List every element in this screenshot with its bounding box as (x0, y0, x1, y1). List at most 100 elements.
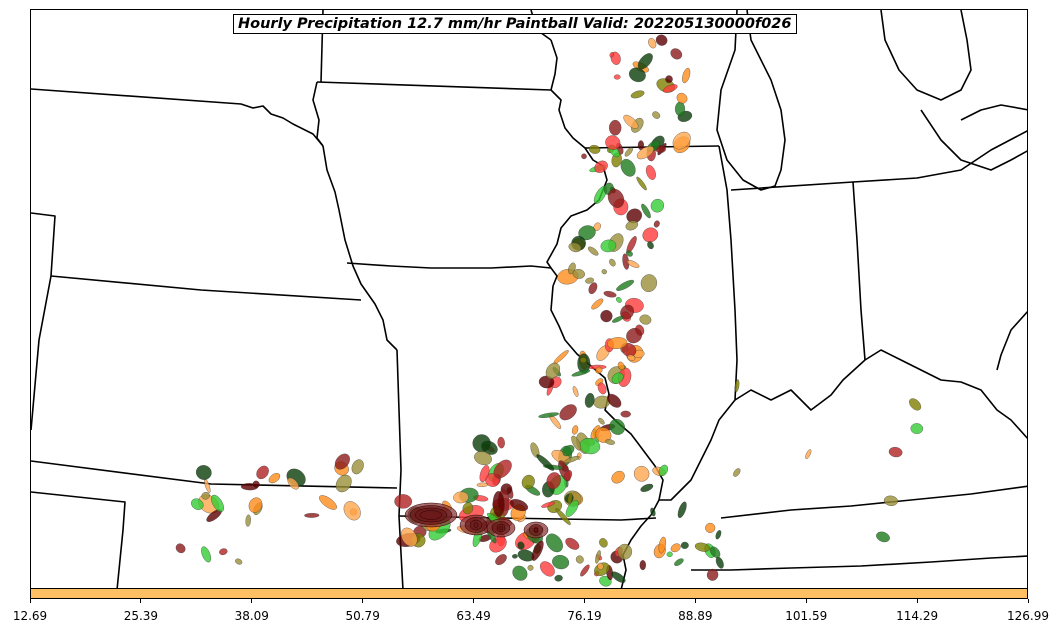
precip-paintball (394, 494, 413, 509)
precip-paintball (607, 188, 625, 208)
precip-paintball (605, 439, 615, 445)
precip-paintball (572, 425, 579, 435)
precip-paintball (453, 491, 469, 504)
map-panel (30, 9, 1028, 589)
precip-paintball (512, 565, 528, 581)
precip-paintball (910, 423, 924, 434)
precip-paintball (512, 554, 518, 559)
precip-core-paintball (473, 522, 479, 528)
precip-paintball (734, 379, 740, 393)
precip-paintball (647, 241, 654, 250)
precip-paintball (650, 198, 665, 213)
precip-paintball (334, 453, 350, 470)
precip-paintball (607, 337, 628, 350)
precip-core-paintball (498, 526, 504, 530)
precip-paintball (624, 147, 633, 157)
precip-paintball (652, 111, 661, 119)
precip-paintball (521, 474, 535, 490)
precip-paintball (607, 393, 622, 408)
precip-paintball (670, 543, 681, 553)
precip-paintball (201, 546, 212, 563)
precip-paintball (578, 225, 596, 241)
precip-paintball (555, 508, 571, 525)
colorbar-tick-label: 88.89 (678, 609, 713, 623)
precip-paintball (680, 541, 689, 549)
precip-paintball (585, 277, 594, 284)
precip-paintball (565, 500, 579, 517)
precip-paintball (715, 556, 724, 569)
precip-paintball (625, 220, 639, 231)
precip-paintball (597, 382, 607, 395)
precip-paintball (191, 498, 204, 510)
precip-paintball (676, 92, 688, 104)
precip-paintball (546, 472, 561, 490)
precip-paintball (559, 404, 577, 421)
precip-paintball (630, 90, 645, 99)
colorbar-tickmark (473, 599, 475, 603)
precip-paintball (175, 543, 186, 554)
colorbar-tickmark (694, 599, 696, 603)
precip-paintball (627, 354, 636, 361)
precip-paintball (603, 291, 617, 298)
precip-paintball (600, 310, 613, 323)
map-canvas (31, 10, 1027, 588)
precip-paintball (201, 492, 210, 500)
precip-paintball (580, 564, 590, 577)
colorbar (30, 588, 1028, 599)
precip-paintball (639, 314, 652, 325)
precip-paintball (616, 297, 622, 303)
precip-paintball (650, 507, 656, 517)
colorbar-tick-label: 101.59 (785, 609, 828, 623)
precip-paintball (545, 362, 561, 379)
precip-paintball (645, 165, 656, 180)
precip-paintball (633, 465, 650, 482)
precip-paintball (601, 269, 607, 275)
colorbar-tickmark (1027, 599, 1029, 603)
precip-paintball (545, 533, 563, 553)
precip-paintball (287, 477, 299, 490)
precip-paintball (617, 543, 633, 560)
precip-paintball (567, 492, 573, 505)
precip-paintball (575, 555, 584, 564)
precip-paintball (733, 468, 741, 477)
precip-paintball (888, 446, 903, 458)
precip-paintball (561, 464, 569, 472)
precip-paintball (658, 536, 667, 554)
precip-paintball (581, 153, 587, 160)
precip-paintball (805, 449, 812, 459)
precip-paintball (611, 571, 626, 583)
precip-paintball (351, 459, 364, 475)
precip-paintball (595, 427, 612, 443)
precip-paintball (666, 551, 673, 557)
precip-paintball (248, 497, 263, 513)
precip-paintball (493, 459, 512, 479)
precip-paintball (554, 574, 563, 582)
precip-paintball (211, 494, 224, 512)
precip-paintball (599, 538, 608, 548)
precip-paintball (595, 550, 601, 564)
colorbar-tickmark (805, 599, 807, 603)
precip-paintball (677, 501, 687, 519)
precip-paintball (642, 227, 659, 243)
precip-paintball (474, 451, 492, 466)
precip-paintball (672, 131, 691, 150)
colorbar-tickmark (583, 599, 585, 603)
precip-paintball (572, 386, 579, 397)
precipitation-paintballs (175, 22, 924, 587)
precip-paintball (235, 558, 243, 565)
precip-paintball (600, 239, 617, 253)
precip-core-paintball (419, 510, 443, 520)
precip-paintball (568, 242, 582, 253)
precip-paintball (335, 474, 352, 493)
precip-paintball (492, 491, 505, 518)
precip-paintball (343, 501, 361, 521)
precip-paintball (256, 465, 269, 480)
colorbar-tick-label: 76.19 (567, 609, 602, 623)
precip-paintball (584, 393, 595, 408)
precip-paintball (571, 369, 591, 377)
precip-paintball (883, 495, 898, 506)
precip-paintball (495, 554, 507, 566)
precip-paintball (658, 464, 668, 477)
precip-paintball (195, 465, 212, 480)
colorbar-tickmark (362, 599, 364, 603)
